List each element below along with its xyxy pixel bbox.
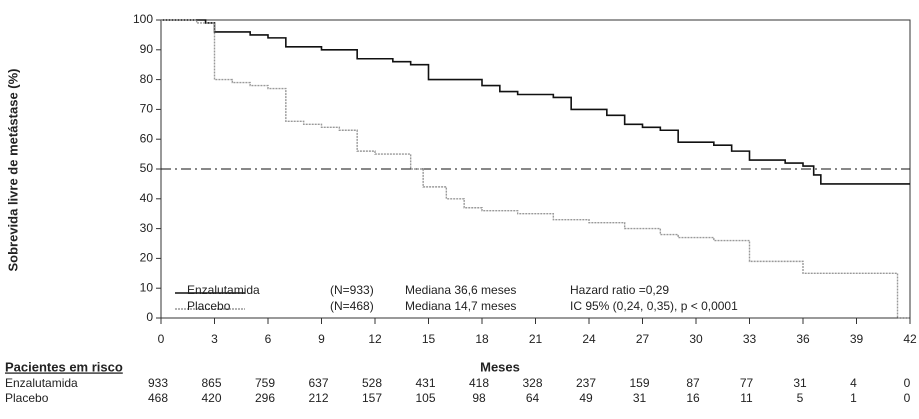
risk-value: 420	[201, 391, 221, 405]
risk-value: 328	[522, 376, 542, 390]
legend-label: Placebo	[187, 299, 231, 313]
x-axis-label: Meses	[480, 359, 520, 374]
risk-row-label: Placebo	[5, 391, 49, 405]
risk-value: 159	[629, 376, 649, 390]
y-tick-label: 10	[140, 280, 154, 294]
x-tick-label: 18	[475, 332, 489, 346]
x-tick-label: 9	[318, 332, 325, 346]
risk-value: 296	[255, 391, 275, 405]
n-label: (N=468)	[330, 299, 374, 313]
x-tick-label: 24	[582, 332, 596, 346]
legend-label: Enzalutamida	[187, 283, 260, 297]
y-tick-label: 0	[146, 310, 153, 324]
risk-value: 11	[740, 391, 753, 405]
risk-value: 16	[686, 391, 700, 405]
risk-value: 212	[308, 391, 328, 405]
risk-value: 87	[686, 376, 700, 390]
risk-value: 31	[793, 376, 807, 390]
annotation: IC 95% (0,24, 0,35), p < 0,0001	[570, 299, 738, 313]
n-label: (N=933)	[330, 283, 374, 297]
risk-value: 237	[576, 376, 596, 390]
risk-value: 759	[255, 376, 275, 390]
x-tick-label: 3	[211, 332, 218, 346]
risk-value: 98	[472, 391, 486, 405]
risk-value: 637	[308, 376, 328, 390]
risk-table-title: Pacientes em risco	[5, 359, 123, 374]
x-tick-label: 30	[689, 332, 703, 346]
risk-value: 4	[850, 376, 857, 390]
risk-value: 77	[740, 376, 754, 390]
risk-value: 105	[415, 391, 435, 405]
x-tick-label: 15	[422, 332, 436, 346]
risk-value: 157	[362, 391, 382, 405]
y-tick-label: 70	[140, 102, 154, 116]
risk-row-label: Enzalutamida	[5, 376, 78, 390]
km-curve	[161, 19, 910, 319]
x-tick-label: 6	[265, 332, 272, 346]
median-label: Mediana 14,7 meses	[405, 299, 516, 313]
risk-value: 933	[148, 376, 168, 390]
risk-value: 64	[526, 391, 540, 405]
y-tick-label: 30	[140, 221, 154, 235]
risk-value: 418	[469, 376, 489, 390]
risk-value: 49	[579, 391, 593, 405]
annotation: Hazard ratio =0,29	[570, 283, 669, 297]
y-tick-label: 80	[140, 72, 154, 86]
y-tick-label: 50	[140, 161, 154, 175]
risk-value: 528	[362, 376, 382, 390]
x-tick-label: 36	[796, 332, 810, 346]
y-tick-label: 90	[140, 42, 154, 56]
risk-value: 0	[904, 376, 911, 390]
x-tick-label: 42	[903, 332, 917, 346]
median-label: Mediana 36,6 meses	[405, 283, 516, 297]
x-tick-label: 0	[158, 332, 165, 346]
km-curve	[161, 19, 910, 185]
x-tick-label: 21	[529, 332, 543, 346]
y-tick-label: 40	[140, 191, 154, 205]
y-tick-label: 60	[140, 131, 154, 145]
risk-value: 31	[633, 391, 647, 405]
risk-value: 5	[797, 391, 804, 405]
risk-value: 0	[904, 391, 911, 405]
risk-value: 468	[148, 391, 168, 405]
x-tick-label: 12	[368, 332, 382, 346]
y-axis-label: Sobrevida livre de metástase (%)	[5, 68, 20, 271]
risk-value: 431	[415, 376, 435, 390]
risk-value: 865	[201, 376, 221, 390]
y-tick-label: 20	[140, 251, 154, 265]
x-tick-label: 39	[850, 332, 864, 346]
y-tick-label: 100	[133, 12, 153, 26]
x-tick-label: 27	[636, 332, 650, 346]
risk-value: 1	[850, 391, 857, 405]
x-tick-label: 33	[743, 332, 757, 346]
